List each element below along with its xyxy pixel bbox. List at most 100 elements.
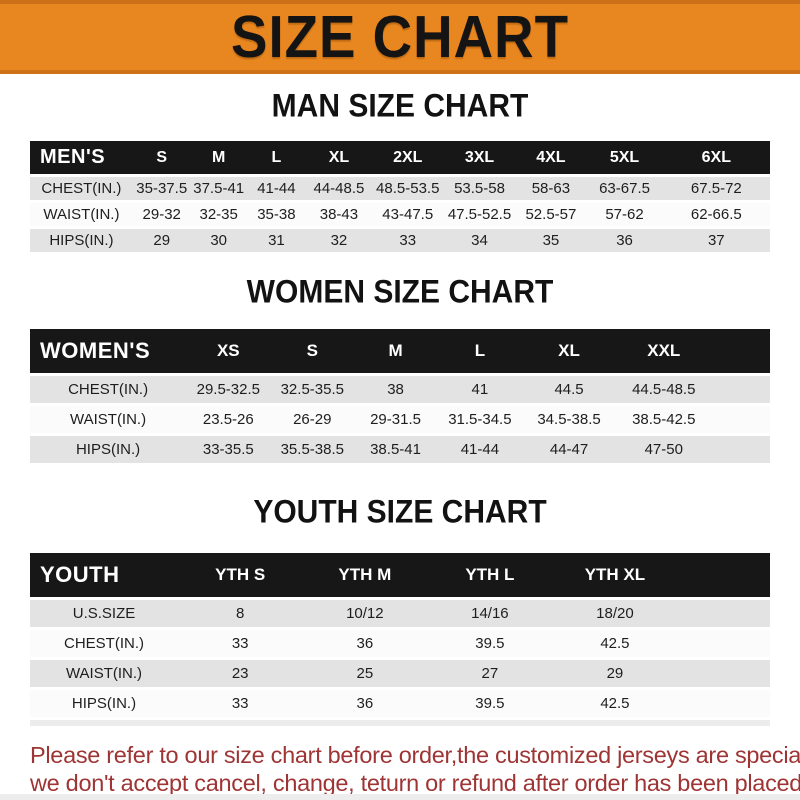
size-value-cell: 23.5-26 xyxy=(186,406,271,433)
size-value-cell: 29-32 xyxy=(132,203,191,226)
size-value-cell: 29 xyxy=(132,229,191,252)
bottom-edge-line xyxy=(0,794,800,800)
size-column-header: 4XL xyxy=(515,141,587,174)
size-value-cell: 25 xyxy=(302,660,428,687)
row-label: HIPS(IN.) xyxy=(30,436,187,463)
measurement-row: WAIST(IN.) 23.5-26 26-29 29-31.5 31.5-34.5 34… xyxy=(30,406,770,433)
size-value-cell: 48.5-53.5 xyxy=(371,177,444,200)
footer-note: Please refer to our size chart before or… xyxy=(30,742,800,797)
size-value-cell: 53.5-58 xyxy=(443,177,516,200)
size-value-cell: 39.5 xyxy=(427,630,553,657)
banner: SIZE CHART xyxy=(0,0,800,74)
youth-section-title: YOUTH SIZE CHART xyxy=(253,494,547,531)
size-value-cell: 35-37.5 xyxy=(132,177,191,200)
size-header-row: WOMEN'S XS S M L XL XXL xyxy=(30,329,770,373)
size-value-cell: 41 xyxy=(436,376,523,403)
size-column-header: XL xyxy=(522,329,616,373)
row-filler-cell xyxy=(677,600,770,627)
size-value-cell: 41-44 xyxy=(436,436,523,463)
size-value-cell: 36 xyxy=(302,630,428,657)
measurement-row: CHEST(IN.) 29.5-32.5 32.5-35.5 38 41 44.5 44.5… xyxy=(30,376,770,403)
size-value-cell: 33 xyxy=(178,690,303,717)
size-value-cell: 36 xyxy=(586,229,663,252)
size-value-cell: 36 xyxy=(302,690,428,717)
size-column-header: YTH S xyxy=(178,553,303,597)
size-column-header: YTH XL xyxy=(552,553,678,597)
size-column-header: 6XL xyxy=(662,141,770,174)
measurement-row: WAIST(IN.) 29-32 32-35 35-38 38-43 43-47.5 47.… xyxy=(30,203,770,226)
header-filler-cell xyxy=(712,329,770,373)
size-value-cell: 18/20 xyxy=(552,600,678,627)
size-value-cell: 29 xyxy=(552,660,678,687)
size-value-cell: 33-35.5 xyxy=(186,436,271,463)
table-corner-label: MEN'S xyxy=(30,141,133,174)
row-filler-cell xyxy=(712,406,770,433)
row-label: HIPS(IN.) xyxy=(30,690,178,717)
size-value-cell: 63-67.5 xyxy=(586,177,663,200)
size-value-cell: 41-44 xyxy=(246,177,306,200)
size-value-cell: 38-43 xyxy=(306,203,372,226)
measurement-row: CHEST(IN.) 35-37.5 37.5-41 41-44 44-48.5 48.5… xyxy=(30,177,770,200)
size-value-cell: 35-38 xyxy=(246,203,306,226)
size-value-cell: 34 xyxy=(443,229,516,252)
women-section-title: WOMEN SIZE CHART xyxy=(246,274,554,311)
size-column-header: YTH L xyxy=(427,553,553,597)
size-value-cell: 32.5-35.5 xyxy=(270,376,355,403)
measurement-row: HIPS(IN.) 33 36 39.5 42.5 xyxy=(30,690,770,717)
size-value-cell: 29.5-32.5 xyxy=(186,376,271,403)
header-filler-cell xyxy=(677,553,770,597)
youth-size-chart-section: YOUTH SIZE CHART YOUTH YTH S YTH M YTH L YTH… xyxy=(0,494,800,726)
size-header-row: YOUTH YTH S YTH M YTH L YTH XL xyxy=(30,553,770,597)
row-filler-cell xyxy=(677,690,770,717)
note-line-1: Please refer to our size chart before or… xyxy=(30,742,800,768)
table-corner-label: WOMEN'S xyxy=(30,329,187,373)
size-value-cell: 38.5-42.5 xyxy=(615,406,713,433)
measurement-row: WAIST(IN.) 23 25 27 29 xyxy=(30,660,770,687)
size-value-cell: 10/12 xyxy=(302,600,428,627)
man-size-chart-section: MAN SIZE CHART MEN'S S M L XL 2XL 3XL 4XL 5XL 6XL… xyxy=(0,88,800,255)
row-filler-cell xyxy=(712,436,770,463)
size-value-cell: 52.5-57 xyxy=(515,203,587,226)
man-size-table: MEN'S S M L XL 2XL 3XL 4XL 5XL 6XL CHEST(IN.) 35-37… xyxy=(30,138,770,255)
row-label: U.S.SIZE xyxy=(30,600,178,627)
size-value-cell: 27 xyxy=(427,660,553,687)
size-value-cell: 8 xyxy=(178,600,303,627)
row-label: WAIST(IN.) xyxy=(30,660,178,687)
size-column-header: L xyxy=(436,329,523,373)
size-value-cell: 44-48.5 xyxy=(306,177,372,200)
row-filler-cell xyxy=(712,376,770,403)
size-column-header: 3XL xyxy=(443,141,516,174)
size-column-header: M xyxy=(354,329,437,373)
table-corner-label: YOUTH xyxy=(30,553,178,597)
size-column-header: YTH M xyxy=(302,553,428,597)
size-column-header: XS xyxy=(186,329,271,373)
size-value-cell: 29-31.5 xyxy=(354,406,437,433)
size-value-cell: 37 xyxy=(662,229,770,252)
size-value-cell: 42.5 xyxy=(552,690,678,717)
size-value-cell: 67.5-72 xyxy=(662,177,770,200)
size-value-cell: 35 xyxy=(515,229,587,252)
size-value-cell: 39.5 xyxy=(427,690,553,717)
size-value-cell: 26-29 xyxy=(270,406,355,433)
size-value-cell: 44-47 xyxy=(522,436,616,463)
man-section-title: MAN SIZE CHART xyxy=(271,88,529,125)
measurement-row: HIPS(IN.) 29 30 31 32 33 34 35 36 37 xyxy=(30,229,770,252)
note-line-2: we don't accept cancel, change, teturn o… xyxy=(30,769,800,796)
size-value-cell: 31 xyxy=(246,229,306,252)
size-value-cell: 47-50 xyxy=(615,436,713,463)
size-value-cell: 23 xyxy=(178,660,303,687)
size-value-cell: 31.5-34.5 xyxy=(436,406,523,433)
measurement-row: U.S.SIZE 8 10/12 14/16 18/20 xyxy=(30,600,770,627)
banner-title: SIZE CHART xyxy=(231,3,569,71)
row-label: WAIST(IN.) xyxy=(30,203,133,226)
size-value-cell: 33 xyxy=(178,630,303,657)
size-value-cell: 14/16 xyxy=(427,600,553,627)
size-column-header: XL xyxy=(306,141,372,174)
size-value-cell: 38.5-41 xyxy=(354,436,437,463)
row-label: CHEST(IN.) xyxy=(30,630,178,657)
size-value-cell: 30 xyxy=(190,229,247,252)
row-filler-cell xyxy=(677,630,770,657)
row-label: CHEST(IN.) xyxy=(30,177,133,200)
size-value-cell: 57-62 xyxy=(586,203,663,226)
